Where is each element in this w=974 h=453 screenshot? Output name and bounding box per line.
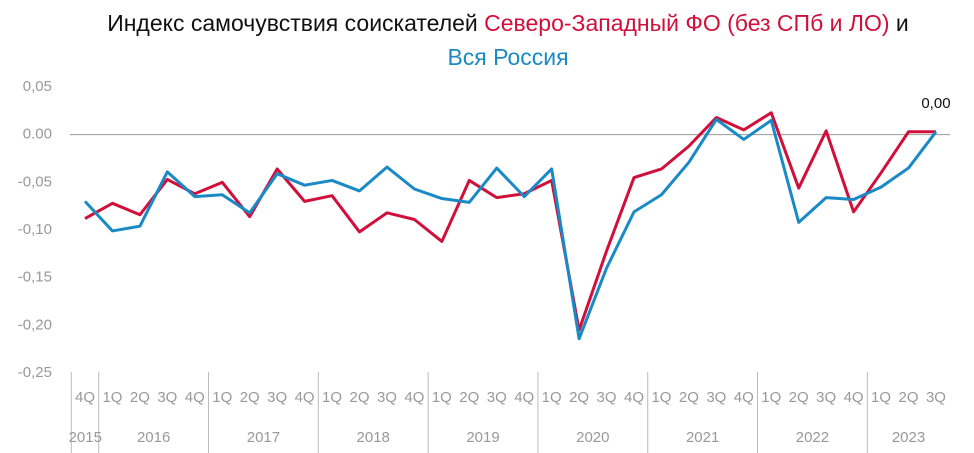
value-label: 0,00 [921,95,950,112]
x-tick-label: 3Q [377,389,397,406]
year-label: 2018 [357,429,390,446]
y-tick-label: -0,25 [18,364,52,381]
x-tick-label: 1Q [651,389,671,406]
year-label: 2022 [796,429,829,446]
title-text: и [895,10,909,36]
x-tick-label: 1Q [322,389,342,406]
x-tick-label: 2Q [898,389,918,406]
year-label: 2017 [247,429,280,446]
legend-entry: Северо-Западный ФО (без СПб и ЛО) [484,10,890,36]
x-tick-label: 1Q [432,389,452,406]
x-tick-label: 4Q [185,389,205,406]
x-tick-label: 2Q [240,389,260,406]
x-tick-label: 4Q [295,389,315,406]
x-tick-label: 1Q [212,389,232,406]
x-tick-label: 4Q [844,389,864,406]
y-tick-label: -0,20 [18,316,52,333]
x-tick-label: 2Q [459,389,479,406]
x-tick-label: 1Q [761,389,781,406]
title-text: Индекс самочувствия соискателей [107,10,478,36]
legend-entry: Вся Россия [447,44,569,70]
x-tick-label: 4Q [624,389,644,406]
x-tick-label: 3Q [816,389,836,406]
x-tick-label: 4Q [404,389,424,406]
x-tick-label: 3Q [926,389,946,406]
x-tick-label: 1Q [102,389,122,406]
x-tick-label: 2Q [789,389,809,406]
x-tick-label: 3Q [597,389,617,406]
year-label: 2019 [466,429,499,446]
x-tick-label: 3Q [267,389,287,406]
x-tick-label: 3Q [157,389,177,406]
y-tick-label: 0.00 [23,126,52,143]
x-tick-label: 3Q [487,389,507,406]
series-line [84,111,936,332]
year-label: 2016 [137,429,170,446]
x-tick-label: 4Q [75,389,95,406]
y-tick-label: -0,15 [18,269,52,286]
y-tick-label: -0,10 [18,221,52,238]
x-tick-label: 4Q [734,389,754,406]
x-tick-label: 2Q [569,389,589,406]
year-label: 2023 [892,429,925,446]
series-line [83,117,938,341]
x-tick-label: 3Q [706,389,726,406]
year-label: 2020 [576,429,609,446]
y-tick-label: 0,05 [23,78,52,95]
x-tick-label: 2Q [130,389,150,406]
y-tick-label: -0,05 [18,173,52,190]
x-tick-label: 4Q [514,389,534,406]
x-tick-label: 2Q [349,389,369,406]
x-tick-label: 2Q [679,389,699,406]
year-label: 2015 [69,429,102,446]
year-label: 2021 [686,429,719,446]
x-tick-label: 1Q [542,389,562,406]
x-tick-label: 1Q [871,389,891,406]
chart-title: Индекс самочувствия соискателей Северо-З… [88,6,928,74]
